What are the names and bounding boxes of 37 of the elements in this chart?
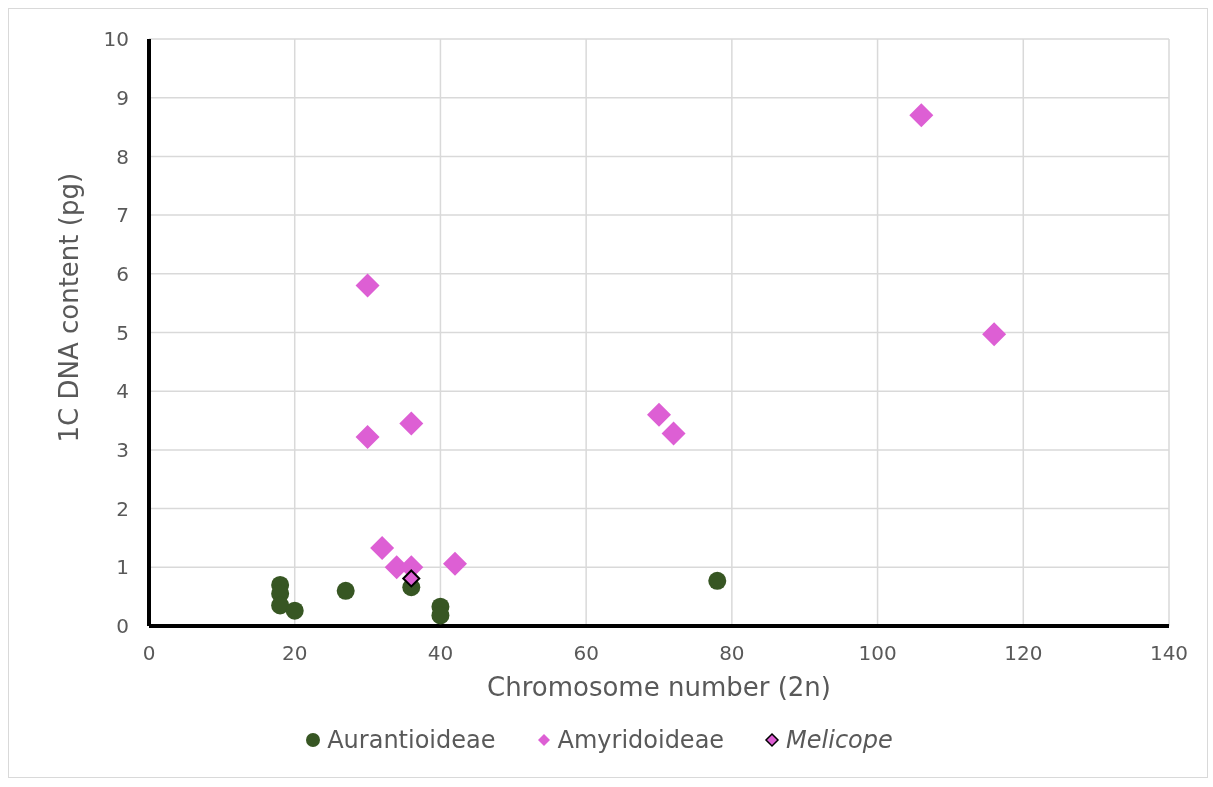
y-tick-label: 9 [116, 85, 129, 110]
point [402, 569, 421, 588]
y-axis-title: 1C DNA content (pg) [54, 172, 85, 443]
point [443, 551, 467, 576]
x-axis-title: Chromosome number (2n) [487, 672, 831, 702]
y-tick-label: 6 [116, 261, 129, 286]
legend-label: Aurantioideae [327, 726, 496, 754]
x-tick-label: 0 [142, 641, 156, 666]
legend-label: Melicope [786, 726, 893, 754]
x-tick-label: 140 [1149, 641, 1189, 666]
point [982, 322, 1007, 347]
y-tick-label: 4 [116, 379, 129, 404]
point [399, 411, 424, 436]
y-tick-label: 10 [103, 27, 129, 52]
point [708, 571, 727, 590]
point [355, 273, 380, 298]
point [661, 421, 686, 446]
y-tick-label: 3 [116, 438, 129, 462]
x-tick-label: 60 [573, 641, 599, 666]
y-tick-label: 1 [116, 555, 129, 580]
y-tick-label: 0 [116, 614, 129, 639]
x-tick-label: 20 [281, 641, 308, 666]
x-tick-label: 120 [1004, 641, 1043, 666]
point [909, 103, 934, 128]
point [355, 424, 380, 449]
point [336, 581, 355, 600]
x-tick-label: 100 [858, 641, 897, 666]
y-tick-label: 7 [116, 203, 129, 228]
x-tick-label: 80 [719, 641, 745, 666]
y-tick-label: 5 [116, 320, 129, 345]
legend-label: Amyridoideae [557, 726, 725, 754]
point [285, 601, 304, 620]
point [370, 535, 395, 560]
y-tick-label: 8 [116, 144, 129, 169]
x-tick-label: 40 [427, 641, 454, 666]
y-tick-label: 2 [116, 496, 129, 521]
point [647, 402, 671, 427]
